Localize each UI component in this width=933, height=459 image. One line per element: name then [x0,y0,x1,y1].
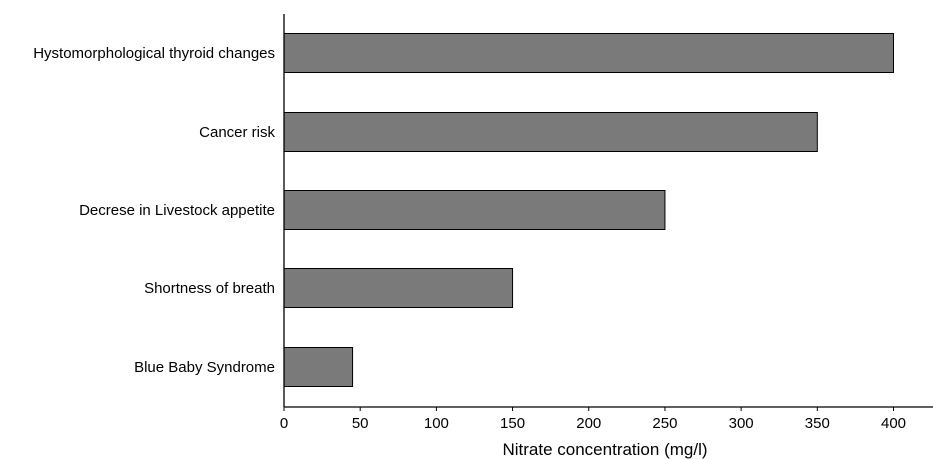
x-tick-label: 300 [729,415,754,432]
x-tick-label: 350 [805,415,830,432]
bar [283,268,514,308]
bars-group [283,33,894,387]
bar [283,190,666,230]
bar [283,33,894,73]
x-tick-label: 250 [652,415,677,432]
category-label: Blue Baby Syndrome [134,359,275,376]
category-label: Decrese in Livestock appetite [79,202,275,219]
category-label: Shortness of breath [144,280,275,297]
x-tick-label: 0 [280,415,288,432]
x-tick-label: 50 [352,415,369,432]
x-axis-title: Nitrate concentration (mg/l) [502,440,707,459]
bar [283,112,818,152]
category-label: Hystomorphological thyroid changes [33,45,275,62]
x-ticks-group: 0 50 100 150 200 250 300 350 400 [280,407,906,432]
category-labels-group: Hystomorphological thyroid changes Cancer… [33,45,275,376]
category-label: Cancer risk [199,124,275,141]
x-tick-label: 400 [881,415,906,432]
x-tick-label: 100 [424,415,449,432]
bar [283,347,354,387]
x-tick-label: 200 [576,415,601,432]
x-tick-label: 150 [500,415,525,432]
